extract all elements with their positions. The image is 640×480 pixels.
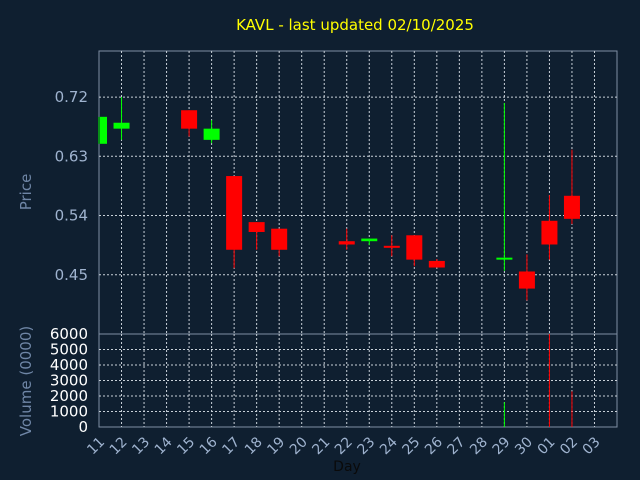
day-tick-label: 11 bbox=[84, 434, 108, 458]
candle bbox=[248, 222, 265, 250]
volume-tick-label: 3000 bbox=[50, 372, 88, 390]
candle bbox=[181, 110, 198, 137]
candle bbox=[406, 235, 423, 267]
day-tick-label: 29 bbox=[490, 434, 514, 458]
volume-tick-label: 6000 bbox=[50, 325, 88, 343]
day-tick-label: 16 bbox=[197, 434, 221, 458]
chart-title: KAVL - last updated 02/10/2025 bbox=[236, 16, 474, 34]
candle-body bbox=[518, 271, 535, 289]
candle bbox=[113, 97, 130, 140]
candle bbox=[338, 228, 355, 250]
day-tick-label: 30 bbox=[512, 434, 536, 458]
candle bbox=[541, 195, 558, 260]
day-tick-label: 19 bbox=[264, 434, 288, 458]
candle-body bbox=[338, 241, 355, 245]
day-tick-label: 17 bbox=[219, 434, 243, 458]
candle-body bbox=[248, 222, 265, 232]
day-tick-label: 12 bbox=[107, 434, 131, 458]
candle bbox=[496, 102, 513, 271]
volume-tick-label: 1000 bbox=[50, 403, 88, 421]
candle-body bbox=[100, 116, 107, 144]
candles bbox=[98, 97, 580, 301]
candle-body bbox=[406, 235, 423, 260]
day-tick-label: 03 bbox=[580, 434, 604, 458]
day-tick-label: 20 bbox=[287, 434, 311, 458]
day-axis-label: Day bbox=[333, 459, 361, 475]
day-tick-label: 26 bbox=[422, 434, 446, 458]
day-tick-label: 21 bbox=[309, 434, 333, 458]
price-tick-label: 0.63 bbox=[55, 147, 88, 165]
candle-body bbox=[113, 122, 130, 129]
candle bbox=[383, 235, 400, 257]
volume-bars bbox=[503, 334, 573, 427]
day-tick-label: 02 bbox=[557, 434, 581, 458]
day-tick-label: 13 bbox=[129, 434, 153, 458]
candle-body bbox=[181, 110, 198, 129]
candle-body bbox=[428, 260, 445, 268]
day-tick-label: 28 bbox=[467, 434, 491, 458]
price-panel-frame bbox=[98, 50, 618, 335]
candle-body bbox=[383, 245, 400, 248]
candle-body bbox=[226, 176, 243, 250]
candle bbox=[98, 116, 107, 144]
candle bbox=[518, 254, 535, 301]
day-tick-label: 24 bbox=[377, 434, 401, 458]
candle-body bbox=[563, 195, 580, 219]
price-tick-label: 0.72 bbox=[55, 88, 88, 106]
candle bbox=[361, 238, 378, 246]
price-tick-label: 0.45 bbox=[55, 266, 88, 284]
volume-grid bbox=[99, 334, 617, 427]
day-tick-labels: 1112131415161718192021222324252627282930… bbox=[84, 434, 603, 458]
day-tick-label: 15 bbox=[174, 434, 198, 458]
day-tick-label: 27 bbox=[445, 434, 469, 458]
day-tick-label: 01 bbox=[535, 434, 559, 458]
volume-tick-label: 0 bbox=[78, 418, 88, 436]
price-grid bbox=[99, 51, 617, 334]
day-tick-label: 18 bbox=[242, 434, 266, 458]
candle bbox=[203, 120, 220, 144]
price-axis-label: Price bbox=[17, 174, 35, 211]
price-tick-labels: 0.45 0.54 0.63 0.72 bbox=[55, 88, 88, 284]
candle bbox=[226, 176, 243, 269]
candle-body bbox=[496, 257, 513, 260]
volume-axis-label: Volume (0000) bbox=[17, 326, 35, 436]
volume-tick-label: 2000 bbox=[50, 387, 88, 405]
volume-tick-label: 4000 bbox=[50, 356, 88, 374]
day-tick-label: 22 bbox=[332, 434, 356, 458]
day-tick-label: 14 bbox=[152, 434, 176, 458]
candle bbox=[271, 228, 288, 257]
day-tick-label: 25 bbox=[400, 434, 424, 458]
candle-body bbox=[271, 228, 288, 250]
candle-body bbox=[361, 238, 378, 242]
candle-body bbox=[541, 220, 558, 245]
candle-body bbox=[203, 128, 220, 140]
candle bbox=[563, 149, 580, 225]
price-tick-label: 0.54 bbox=[55, 207, 88, 225]
volume-tick-label: 5000 bbox=[50, 341, 88, 359]
day-tick-label: 23 bbox=[354, 434, 378, 458]
candle bbox=[428, 258, 445, 268]
